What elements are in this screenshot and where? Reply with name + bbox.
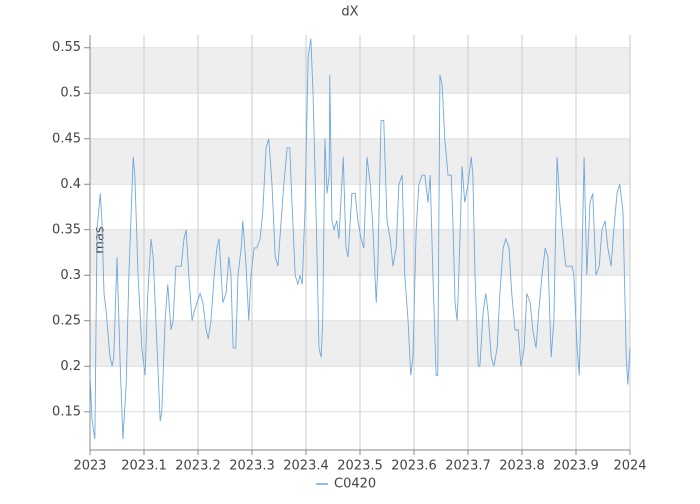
- y-tick-label: 0.35: [52, 222, 81, 237]
- x-tick-label: 2023.8: [499, 459, 545, 474]
- x-tick-label: 2023.6: [391, 459, 437, 474]
- y-tick-label: 0.3: [60, 268, 81, 283]
- x-tick-label: 2024: [613, 459, 646, 474]
- x-tick-label: 2023.7: [445, 459, 491, 474]
- y-tick-label: 0.5: [60, 86, 81, 101]
- x-tick-label: 2023: [73, 459, 106, 474]
- y-tick-label: 0.55: [52, 40, 81, 55]
- y-axis-label: mas: [93, 226, 108, 254]
- legend-label: C0420: [334, 477, 376, 492]
- y-tick-label: 0.15: [52, 404, 81, 419]
- y-tick-label: 0.4: [60, 177, 81, 192]
- y-tick-label: 0.2: [60, 359, 81, 374]
- x-tick-label: 2023.5: [337, 459, 383, 474]
- x-tick-label: 2023.3: [229, 459, 275, 474]
- x-tick-label: 2023.9: [553, 459, 599, 474]
- y-tick-label: 0.25: [52, 313, 81, 328]
- y-tick-label: 0.45: [52, 131, 81, 146]
- chart-title: dX: [341, 5, 358, 20]
- data-line: [89, 38, 631, 440]
- x-tick-label: 2023.1: [121, 459, 167, 474]
- x-tick-label: 2023.2: [175, 459, 221, 474]
- x-tick-label: 2023.4: [283, 459, 329, 474]
